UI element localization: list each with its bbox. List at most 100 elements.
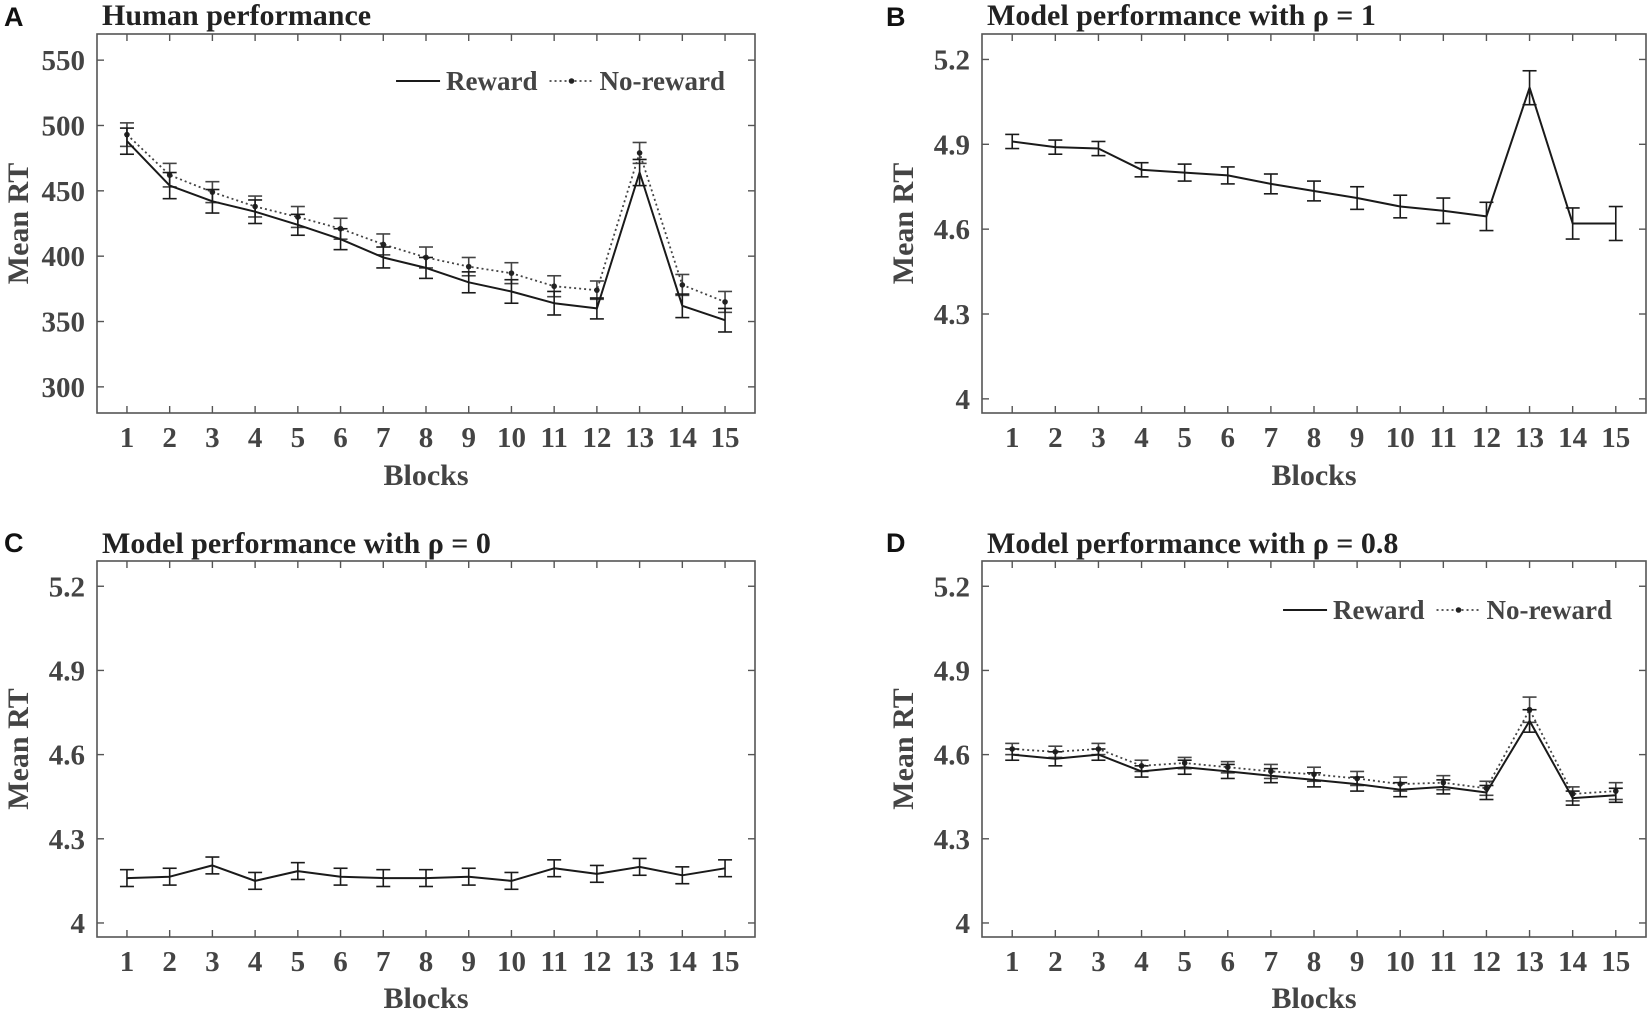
- legend: No-reward Reward: [1283, 595, 1612, 625]
- y-tick-label: 5.2: [934, 571, 970, 603]
- series-no-reward: [119, 122, 733, 314]
- legend-label: No-reward: [600, 66, 725, 96]
- x-tick-label: 9: [1350, 946, 1365, 978]
- x-tick-label: 7: [1264, 946, 1279, 978]
- data-point: [380, 241, 387, 248]
- x-tick-label: 3: [205, 946, 220, 978]
- x-tick-label: 11: [540, 946, 567, 978]
- x-tick-label: 5: [1177, 422, 1192, 454]
- x-tick-label: 3: [205, 422, 220, 454]
- x-tick-label: 8: [1307, 946, 1322, 978]
- x-tick-label: 3: [1091, 422, 1106, 454]
- y-tick-label: 450: [42, 176, 86, 208]
- y-tick-label: 4.6: [49, 740, 85, 772]
- x-tick-label: 4: [1134, 422, 1149, 454]
- x-tick-label: 7: [376, 422, 391, 454]
- x-tick-label: 7: [1264, 422, 1279, 454]
- x-tick-label: 15: [1601, 946, 1630, 978]
- y-tick-label: 4.9: [49, 655, 85, 687]
- y-axis-label: Mean RT: [887, 688, 920, 809]
- x-tick-label: 7: [376, 946, 391, 978]
- x-tick-label: 1: [1005, 422, 1020, 454]
- plot-frame: [981, 33, 1647, 414]
- panel-b: B Model performance with ρ = 11 2 3 4 5 6 7 8 9 10…: [886, 0, 1647, 492]
- x-tick-label: 15: [711, 946, 740, 978]
- x-axis-label: Blocks: [1271, 982, 1356, 1015]
- x-tick-label: 13: [625, 422, 654, 454]
- x-tick-label: 1: [120, 946, 135, 978]
- panel-letter: B: [886, 2, 906, 32]
- x-tick-label: 1: [120, 422, 135, 454]
- y-tick-label: 5.2: [49, 571, 85, 603]
- x-axis-label: Blocks: [1271, 459, 1356, 492]
- x-tick-label: 10: [497, 422, 526, 454]
- x-tick-label: 6: [333, 946, 348, 978]
- data-point: [722, 299, 728, 305]
- y-axis-label: Mean RT: [2, 688, 35, 809]
- x-tick-label: 9: [1350, 422, 1365, 454]
- series-model: [119, 856, 733, 891]
- chart-title: Human performance: [102, 0, 371, 32]
- x-tick-label: 11: [1430, 946, 1457, 978]
- x-tick-label: 9: [461, 946, 476, 978]
- x-tick-label: 13: [1515, 422, 1544, 454]
- x-tick-label: 15: [1601, 422, 1630, 454]
- x-tick-label: 11: [540, 422, 567, 454]
- panel-letter: A: [4, 2, 24, 32]
- x-tick-label: 9: [461, 422, 476, 454]
- x-tick-label: 11: [1430, 422, 1457, 454]
- series-reward: [119, 127, 733, 333]
- x-tick-label: 4: [1134, 946, 1149, 978]
- data-point: [636, 150, 643, 156]
- x-axis-label: Blocks: [383, 459, 468, 492]
- x-tick-label: 5: [291, 422, 306, 454]
- y-tick-label: 4.6: [934, 740, 970, 772]
- x-tick-label: 6: [1221, 946, 1236, 978]
- data-point: [594, 287, 600, 293]
- x-tick-label: 15: [711, 422, 740, 454]
- y-tick-label: 350: [42, 307, 86, 339]
- x-axis-label: Blocks: [383, 982, 468, 1015]
- data-point: [679, 282, 686, 288]
- legend-marker: [568, 78, 575, 84]
- panel-letter: C: [4, 528, 24, 558]
- x-tick-label: 6: [1221, 422, 1236, 454]
- data-point: [551, 283, 557, 290]
- data-point: [508, 270, 515, 276]
- y-tick-label: 4.3: [934, 824, 970, 856]
- x-tick-label: 13: [1515, 946, 1544, 978]
- y-tick-label: 500: [42, 110, 86, 142]
- series-reward: [1005, 708, 1623, 806]
- x-tick-label: 8: [1307, 422, 1322, 454]
- y-tick-label: 4.3: [934, 299, 970, 331]
- y-tick-label: 4: [956, 908, 971, 940]
- panel-c: C Model performance with ρ = 01 2 3 4 5 6 7 8 9 10…: [2, 527, 756, 1015]
- x-tick-label: 2: [162, 946, 177, 978]
- x-tick-label: 6: [333, 422, 348, 454]
- x-tick-label: 14: [668, 946, 697, 978]
- x-tick-label: 4: [248, 946, 263, 978]
- x-tick-label: 12: [1472, 422, 1501, 454]
- data-point: [465, 263, 472, 270]
- x-tick-label: 10: [1386, 422, 1415, 454]
- x-tick-label: 8: [419, 422, 434, 454]
- y-tick-label: 4: [956, 384, 971, 416]
- x-tick-label: 3: [1091, 946, 1106, 978]
- x-tick-label: 2: [1048, 422, 1063, 454]
- x-tick-label: 4: [248, 422, 263, 454]
- y-axis-label: Mean RT: [2, 163, 35, 284]
- x-tick-label: 12: [582, 946, 611, 978]
- x-tick-label: 14: [668, 422, 697, 454]
- y-tick-label: 5.2: [934, 44, 970, 76]
- legend-marker: [1455, 607, 1462, 613]
- panel-d: D Model performance with ρ = 0.81 2 3 4 5 6 7 8 9…: [886, 527, 1647, 1015]
- chart-title: Model performance with ρ = 1: [987, 0, 1376, 32]
- x-tick-label: 14: [1558, 422, 1587, 454]
- x-tick-label: 5: [1177, 946, 1192, 978]
- x-tick-label: 8: [419, 946, 434, 978]
- y-tick-label: 4: [71, 908, 86, 940]
- x-tick-label: 10: [497, 946, 526, 978]
- chart-title: Model performance with ρ = 0.8: [987, 527, 1398, 560]
- x-tick-label: 1: [1005, 946, 1020, 978]
